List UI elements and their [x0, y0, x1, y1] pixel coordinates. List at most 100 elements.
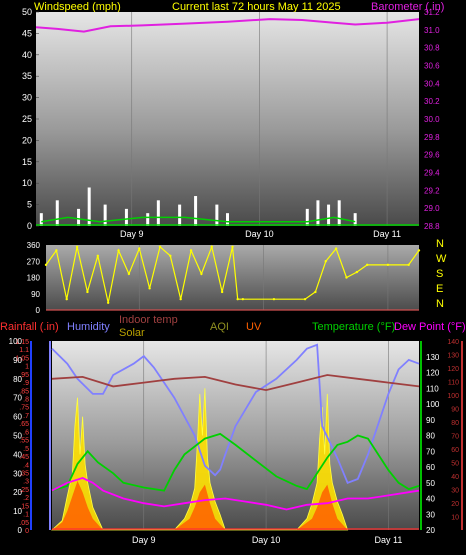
- indoor-tick-label: 60: [451, 447, 459, 454]
- windgust-line: [41, 216, 356, 223]
- rainfall-tick-label: .9: [23, 380, 29, 387]
- indoor-tick-label: 70: [451, 434, 459, 441]
- rainfall-tick-label: .75: [19, 405, 29, 412]
- indoor-tick-label: 120: [447, 366, 459, 373]
- humidity-tick-label: 10: [13, 507, 22, 516]
- rainfall-tick-label: .35: [19, 470, 29, 477]
- indoor-tick-label: 130: [447, 353, 459, 360]
- barometer-tick-label: 30.8: [424, 44, 440, 53]
- windspeed-bar: [316, 200, 320, 226]
- humidity-line: [51, 343, 420, 484]
- x-tick-label: Day 11: [373, 229, 401, 239]
- direction-line: [45, 244, 420, 303]
- temperature-tick-label: 80: [426, 432, 435, 441]
- windspeed-tick-label: 30: [22, 93, 32, 103]
- uv-area: [52, 480, 348, 530]
- windspeed-bar: [194, 196, 198, 226]
- indoor-tick-label: 30: [451, 488, 459, 495]
- humidity-tick-label: 70: [13, 394, 22, 403]
- barometer-line: [35, 18, 420, 33]
- direction-point: [236, 297, 239, 301]
- direction-point: [386, 263, 390, 267]
- barometer-tick-label: 31.2: [424, 8, 440, 17]
- windspeed-tick-label: 10: [22, 178, 32, 188]
- barometer-tick-label: 31.0: [424, 26, 440, 35]
- direction-point: [55, 249, 58, 252]
- direction-point: [200, 272, 203, 276]
- direction-point: [407, 263, 410, 267]
- rainfall-tick-label: .8: [23, 397, 29, 404]
- direction-tick-label: 0: [36, 306, 41, 315]
- temperature-tick-label: 120: [426, 369, 440, 378]
- x-tick-label: Day 10: [245, 229, 274, 239]
- windspeed-bar: [327, 204, 331, 226]
- rainfall-tick-label: .6: [23, 429, 29, 436]
- rainfall-tick-label: .15: [19, 503, 29, 510]
- indoor-tick-label: 40: [451, 474, 459, 481]
- x-tick-label: Day 9: [120, 229, 144, 239]
- direction-point: [324, 260, 327, 263]
- rainfall-tick-label: .65: [19, 421, 29, 428]
- direction-point: [44, 263, 48, 267]
- direction-point: [138, 247, 141, 250]
- direction-tick-label: 360: [27, 241, 41, 250]
- direction-point: [231, 245, 234, 249]
- barometer-tick-label: 30.2: [424, 97, 440, 106]
- compass-label: S: [436, 268, 443, 280]
- rainfall-tick-label: .3: [23, 479, 29, 486]
- legend-uv: UV: [246, 321, 262, 333]
- solar-area: [50, 388, 349, 531]
- rainfall-tick-label: .1: [23, 512, 29, 519]
- barometer-tick-label: 30.6: [424, 62, 440, 71]
- temperature-tick-label: 20: [426, 526, 435, 535]
- rainfall-tick-label: .85: [19, 388, 29, 395]
- x-tick-label: Day 9: [132, 535, 156, 545]
- indoor-tick-label: 90: [451, 407, 459, 414]
- direction-point: [75, 245, 79, 249]
- direction-point: [127, 272, 131, 276]
- rainfall-tick-label: .25: [19, 487, 29, 494]
- windspeed-tick-label: 35: [22, 71, 32, 81]
- rainfall-tick-label: .55: [19, 438, 29, 445]
- legend-indoor-temp: Indoor temp: [119, 314, 178, 326]
- direction-point: [148, 287, 151, 290]
- direction-point: [96, 254, 100, 258]
- indoor-tick-label: 20: [451, 501, 459, 508]
- rainfall-tick-label: 1.1: [19, 347, 29, 354]
- windspeed-tick-label: 25: [22, 114, 32, 124]
- dew-point-line: [51, 477, 420, 511]
- rainfall-tick-label: 1.15: [15, 339, 29, 346]
- humidity-tick-label: 60: [13, 413, 22, 422]
- rainfall-tick-label: .05: [19, 520, 29, 527]
- barometer-tick-label: 28.8: [424, 222, 440, 231]
- legend-dew-point: Dew Point (°F): [394, 321, 466, 333]
- direction-point: [189, 249, 193, 252]
- direction-tick-label: 180: [27, 274, 41, 283]
- humidity-tick-label: 0: [18, 526, 23, 535]
- windspeed-bar: [353, 213, 357, 226]
- indoor-tick-label: 50: [451, 461, 459, 468]
- weather-plot-area: [52, 341, 419, 530]
- direction-point: [106, 301, 110, 304]
- humidity-tick-label: 90: [13, 356, 22, 365]
- barometer-tick-label: 29.0: [424, 204, 440, 213]
- humidity-tick-label: 30: [13, 469, 22, 478]
- direction-point: [365, 263, 369, 267]
- windspeed-bar: [178, 204, 182, 226]
- direction-point: [272, 297, 276, 301]
- indoor-temp-line: [51, 374, 420, 392]
- windspeed-bar: [337, 200, 341, 226]
- barometer-axis-title: Barometer (.in): [371, 1, 444, 13]
- windspeed-bar: [39, 213, 43, 226]
- indoor-tick-label: 110: [448, 380, 459, 387]
- humidity-tick-label: 100: [9, 337, 23, 346]
- x-tick-label: Day 10: [252, 535, 281, 545]
- direction-point: [86, 290, 89, 294]
- temperature-tick-label: 50: [426, 479, 435, 488]
- temperature-tick-label: 60: [426, 463, 435, 472]
- windspeed-tick-label: 15: [22, 157, 32, 167]
- direction-point: [210, 245, 213, 249]
- windspeed-tick-label: 40: [22, 50, 32, 60]
- windspeed-bar: [146, 213, 150, 226]
- humidity-tick-label: 80: [13, 375, 22, 384]
